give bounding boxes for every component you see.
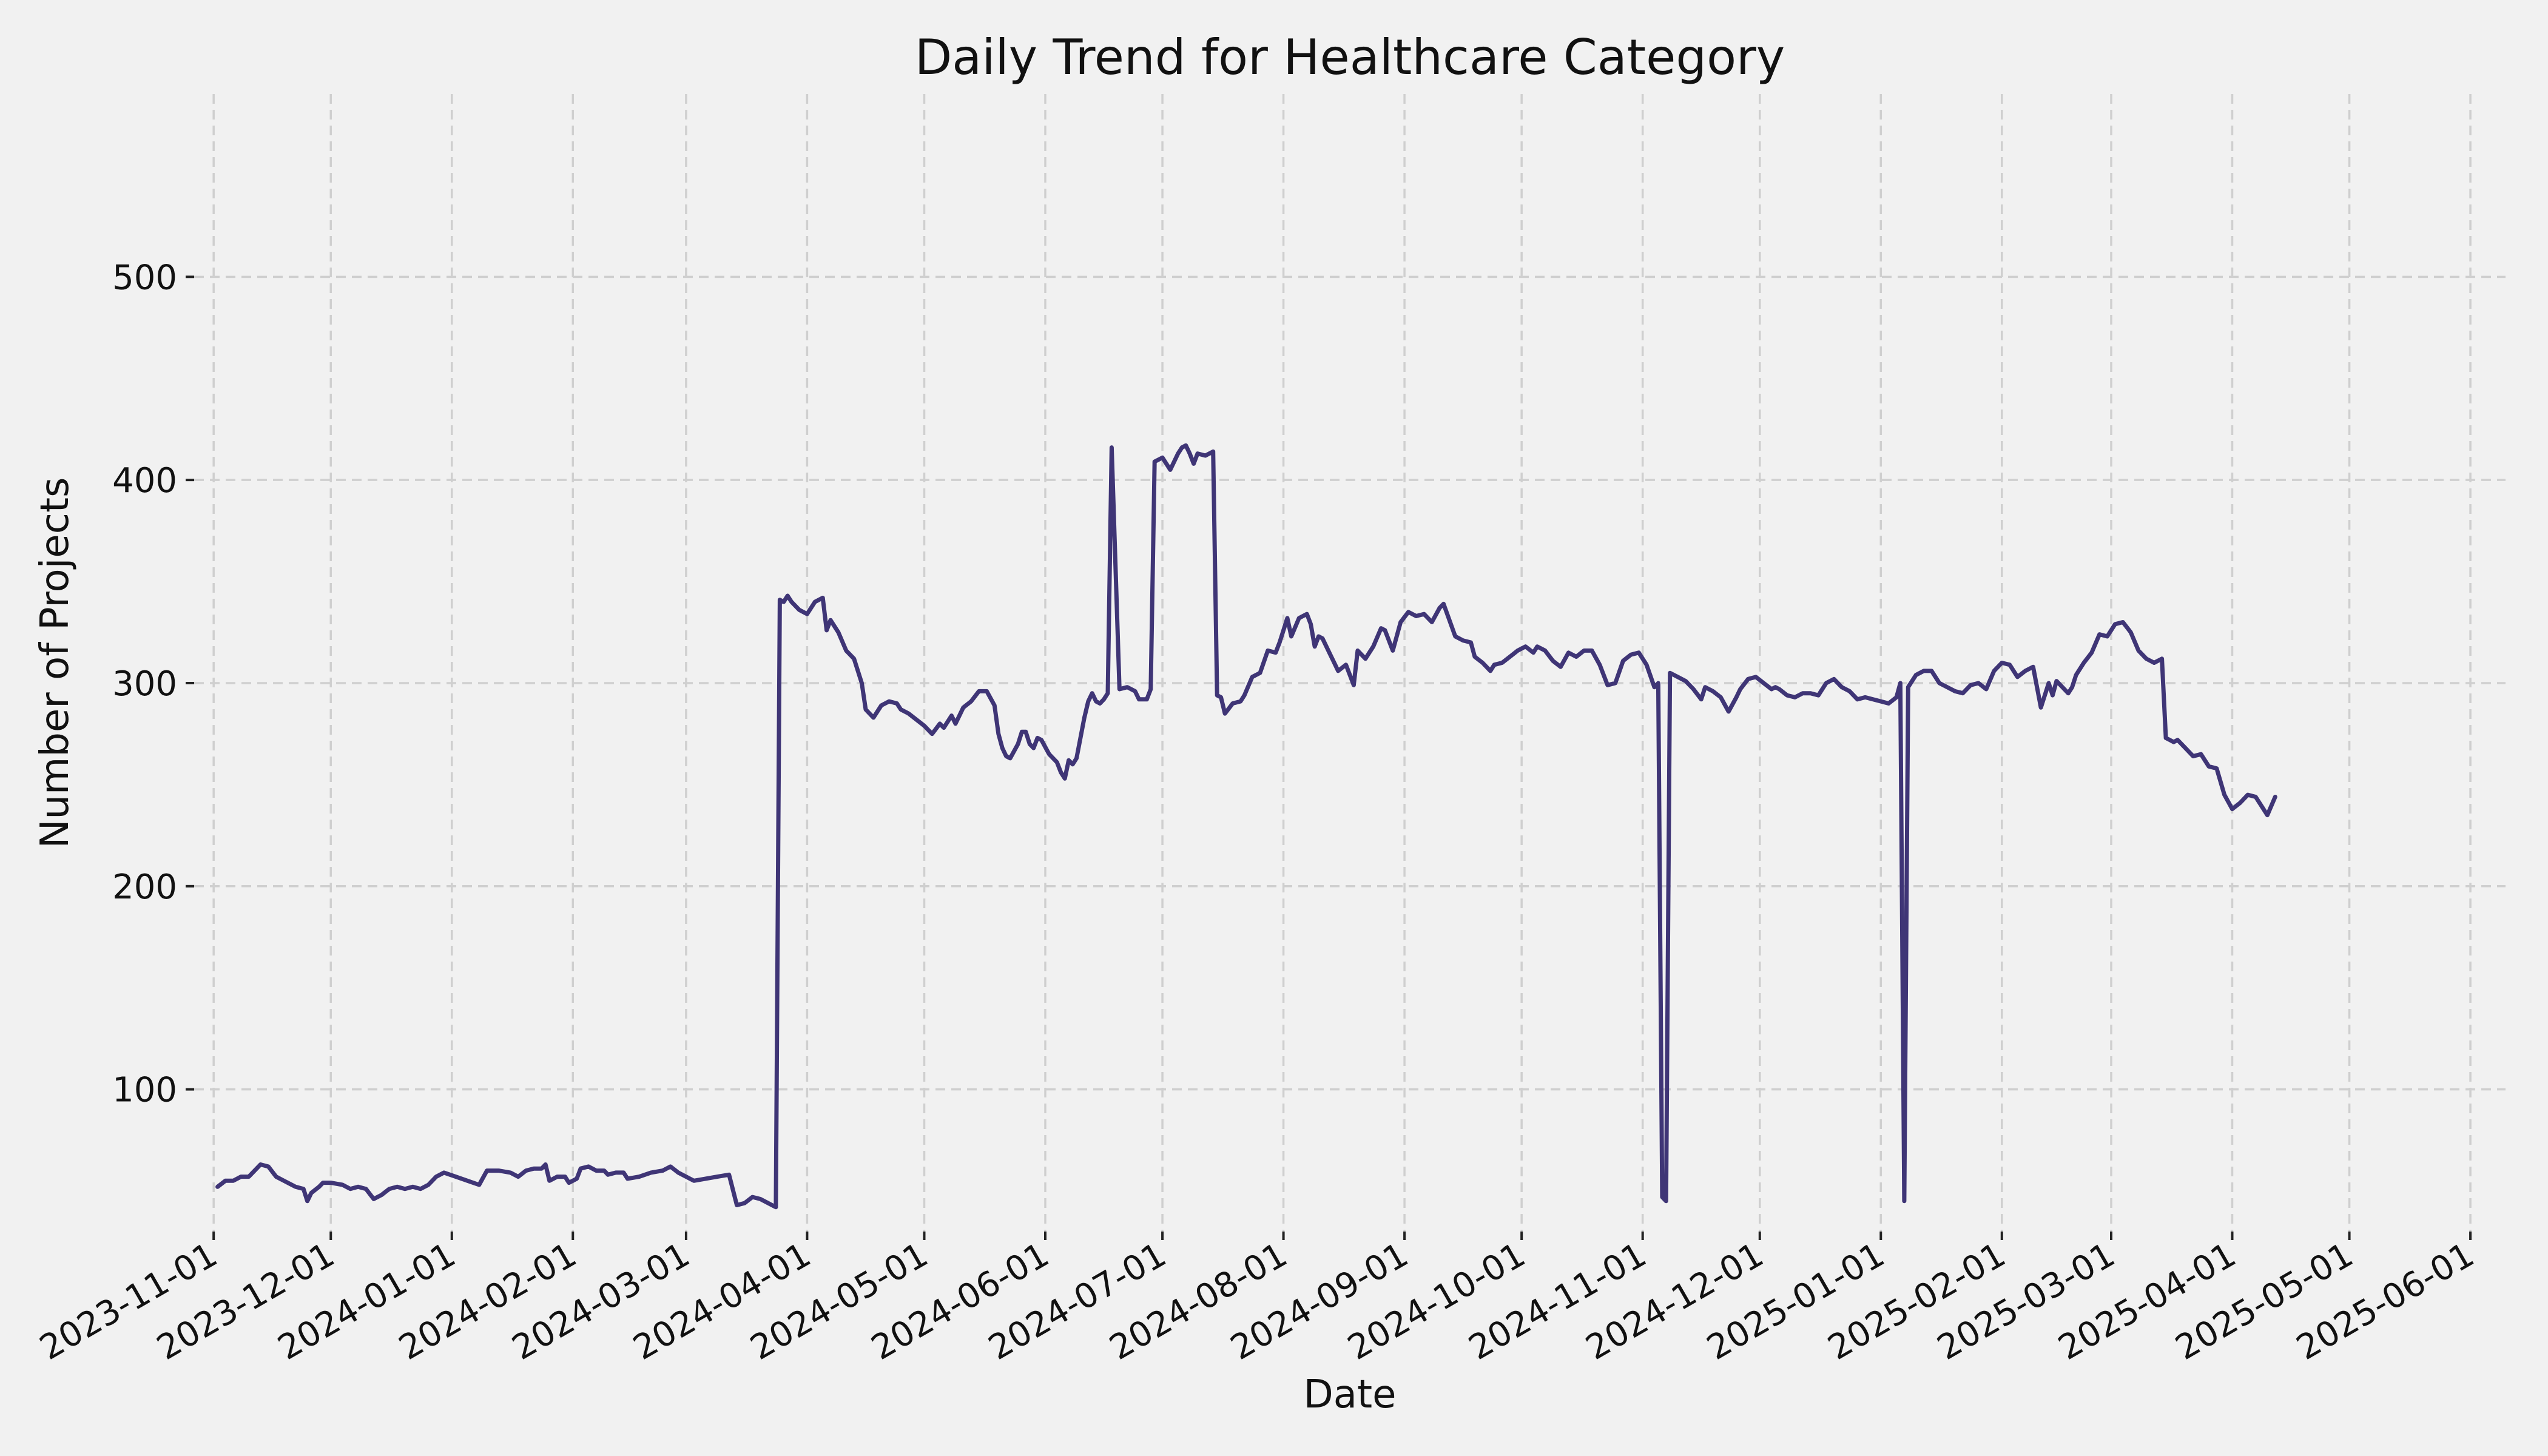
grid — [194, 94, 2506, 1232]
chart-title: Daily Trend for Healthcare Category — [915, 29, 1785, 86]
y-tick-label: 100 — [112, 1071, 177, 1110]
series-line — [215, 443, 2277, 1210]
y-axis-title: Number of Projects — [33, 477, 78, 849]
x-axis-title: Date — [1304, 1372, 1397, 1417]
y-tick-label: 200 — [112, 868, 177, 907]
y-tick-label: 500 — [112, 258, 177, 297]
y-tick-label: 400 — [112, 461, 177, 500]
y-axis-ticks: 100 200 300 400 500 — [112, 258, 194, 1110]
series-layer — [215, 443, 2277, 1210]
y-tick-label: 300 — [112, 664, 177, 704]
